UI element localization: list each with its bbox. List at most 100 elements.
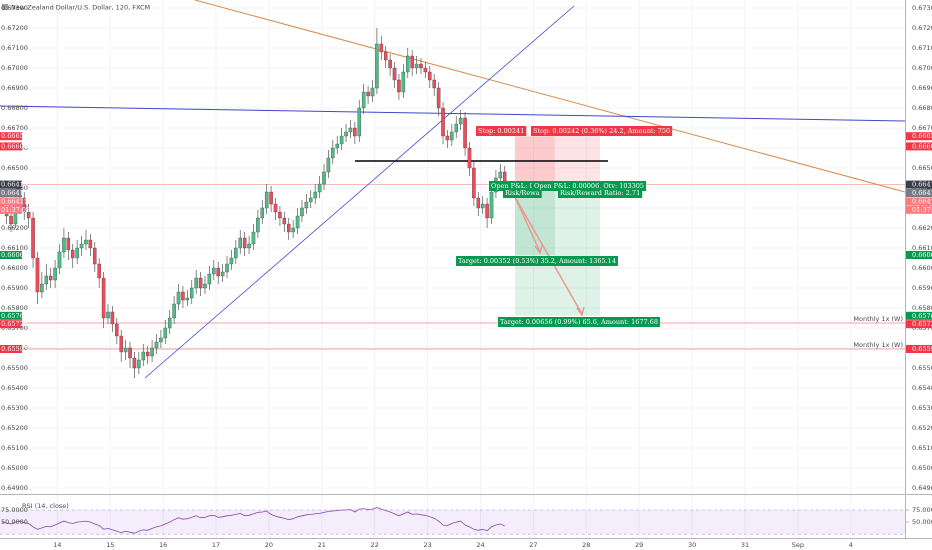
trend-line-diagonal [144, 5, 575, 379]
x-tick-label: 14 [53, 541, 61, 549]
countdown-label: 01:37:05 [912, 206, 932, 214]
candle-body [472, 167, 476, 199]
y-tick-label: 0.67300 [912, 4, 932, 12]
price-flag-label: 0.66065 [1, 251, 28, 259]
price-flag [0, 180, 22, 189]
candle-body [207, 273, 212, 285]
countdown-flag [906, 205, 932, 214]
rr-label: Risk/Reward Ratio: 2.71 [560, 189, 640, 197]
y-tick-label-left: 0.65100 [1, 444, 28, 452]
candle-body [137, 359, 141, 369]
price-flag [0, 320, 22, 329]
candle-body [123, 347, 128, 353]
price-flag-label: 0.66417 [1, 181, 28, 189]
y-tick-label: 0.66000 [912, 264, 932, 272]
candle-body [286, 223, 291, 233]
candle-body [264, 191, 269, 209]
candle-body [428, 71, 432, 81]
pnl-label: Open P&L: 0.00006, Qty: 103305 [534, 182, 644, 190]
candle-body [295, 215, 300, 229]
candle-body [450, 131, 454, 141]
arrow [514, 196, 583, 315]
y-tick-label: 0.67100 [912, 44, 932, 52]
candle-body [406, 55, 410, 73]
y-tick-label-left: 0.66900 [1, 84, 28, 92]
price-flag [906, 142, 932, 151]
candle-body [225, 263, 229, 273]
x-tick-label: 20 [265, 541, 273, 549]
price-flag-label: 0.66608 [912, 142, 932, 150]
candle-body [172, 303, 176, 319]
candle-body [216, 267, 220, 277]
price-flag-label: 0.65761 [912, 312, 932, 320]
candle-body [145, 351, 150, 357]
y-tick-label-left: 0.66800 [1, 104, 28, 112]
candle-body [454, 123, 458, 133]
candle-body [375, 43, 379, 89]
stop-label-bg [531, 126, 673, 136]
countdown-label: 01:37:05 [1, 206, 30, 214]
candle-body [370, 87, 375, 97]
candle-body [26, 211, 31, 219]
price-flag-label: 0.65761 [1, 312, 28, 320]
x-tick-label: 15 [106, 541, 114, 549]
y-tick-label: 0.67000 [912, 64, 932, 72]
price-flag [0, 345, 22, 353]
candle-body [220, 271, 225, 277]
candle-body [35, 257, 40, 293]
candle-body [66, 237, 71, 251]
candle-body [313, 191, 317, 199]
price-flag [0, 311, 22, 320]
x-tick-label: 23 [423, 541, 431, 549]
x-tick-label: 17 [212, 541, 220, 549]
candle-body [194, 277, 198, 289]
y-tick-label: 0.66200 [912, 224, 932, 232]
rsi-band [0, 510, 905, 535]
candle-body [44, 275, 49, 285]
candle-body [40, 283, 44, 293]
y-tick-label-left: 0.67200 [1, 24, 28, 32]
y-tick-label: 0.66800 [912, 104, 932, 112]
candle-body [234, 247, 238, 259]
candle-body [419, 63, 423, 69]
price-flag [906, 197, 932, 206]
candle-body [463, 117, 467, 149]
candle-body [159, 337, 163, 343]
candle-body [392, 67, 397, 81]
candle-body [278, 211, 282, 219]
candle-body [101, 277, 106, 319]
y-tick-label: 0.65400 [912, 384, 932, 392]
price-flag-label: 0.66065 [912, 251, 932, 259]
price-flag [906, 180, 932, 189]
y-tick-label-left: 0.67300 [1, 4, 28, 12]
candle-body [348, 127, 353, 133]
y-tick-label: 0.65800 [912, 304, 932, 312]
candle-body [353, 127, 357, 137]
x-tick-label: 29 [635, 541, 643, 549]
candle-body [414, 63, 419, 69]
candle-body [176, 291, 181, 305]
candle-body [119, 335, 123, 353]
candle-body [401, 71, 406, 93]
candle-body [388, 59, 392, 69]
candle-body [256, 217, 260, 233]
stop-label-bg [476, 126, 527, 136]
candle-body [357, 107, 362, 137]
target-label-bg [456, 256, 618, 266]
candle-body [167, 317, 172, 329]
y-tick-label-left: 0.66200 [1, 224, 28, 232]
stop-label: Stop: 0.00241 [478, 127, 524, 135]
candle-body [247, 243, 251, 249]
rsi-tick-label: 75.0000 [912, 506, 932, 514]
candle-body [441, 107, 445, 137]
trend-line-brown [194, 0, 906, 193]
candle-body [242, 237, 247, 249]
candle-body [141, 351, 146, 361]
price-flag-label: 0.66417 [912, 189, 932, 197]
x-tick-label: Sep [792, 541, 804, 549]
candle-body [84, 239, 88, 245]
y-tick-label-left: 0.64900 [1, 484, 28, 492]
candle-body [97, 263, 101, 279]
pnl-label-bg [532, 181, 647, 191]
